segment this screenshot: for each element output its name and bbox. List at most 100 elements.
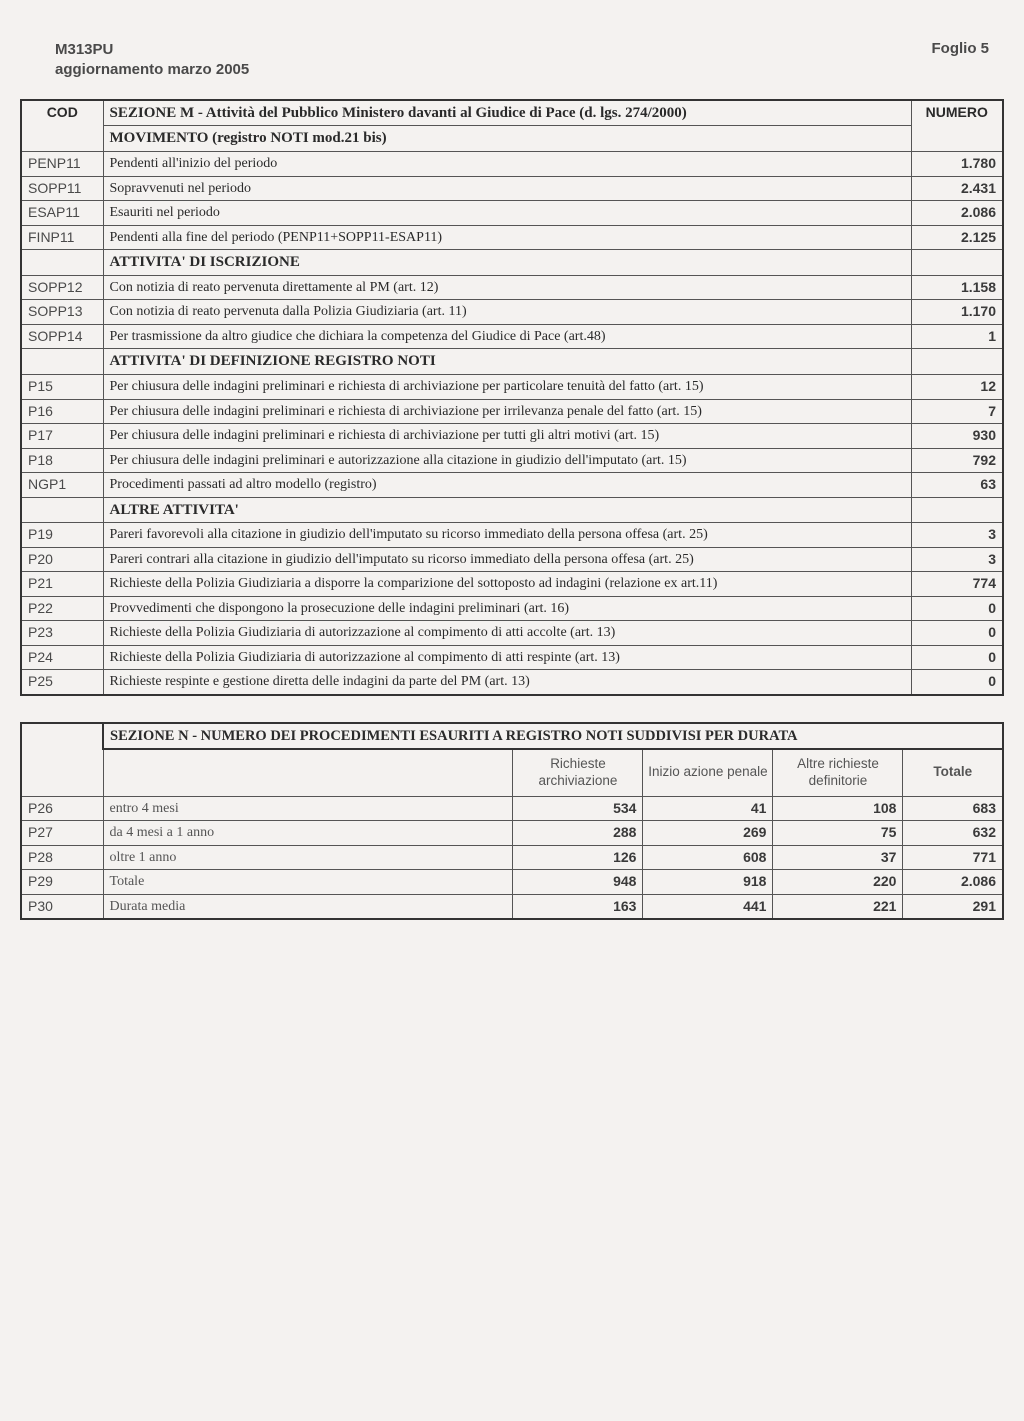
cod: SOPP11 (21, 176, 103, 201)
desc: Per chiusura delle indagini preliminari … (103, 424, 911, 449)
value: 37 (773, 845, 903, 870)
value: 12 (911, 375, 1003, 400)
col-header-altre: Altre richieste definitorie (773, 749, 903, 796)
blank-cell (911, 349, 1003, 375)
cod: ESAP11 (21, 201, 103, 226)
value: 7 (911, 399, 1003, 424)
cod: P22 (21, 596, 103, 621)
col-header-cod: COD (21, 100, 103, 126)
cod: P17 (21, 424, 103, 449)
cod: P29 (21, 870, 103, 895)
value: 41 (643, 796, 773, 821)
col-header-richieste: Richieste archiviazione (513, 749, 643, 796)
value: 2.431 (911, 176, 1003, 201)
value: 441 (643, 894, 773, 919)
cod: P16 (21, 399, 103, 424)
value: 0 (911, 670, 1003, 695)
blank-cell (21, 497, 103, 523)
value: 774 (911, 572, 1003, 597)
value: 792 (911, 448, 1003, 473)
page-header: M313PU aggiornamento marzo 2005 Foglio 5 (55, 40, 989, 81)
col-header-inizio: Inizio azione penale (643, 749, 773, 796)
table-sezione-n: SEZIONE N - NUMERO DEI PROCEDIMENTI ESAU… (20, 722, 1004, 920)
value: 221 (773, 894, 903, 919)
value: 63 (911, 473, 1003, 498)
value: 3 (911, 523, 1003, 548)
value: 269 (643, 821, 773, 846)
cod: P30 (21, 894, 103, 919)
blank-cell (21, 126, 103, 152)
value: 1.780 (911, 152, 1003, 177)
value: 2.125 (911, 225, 1003, 250)
cod: P21 (21, 572, 103, 597)
desc: Richieste della Polizia Giudiziaria di a… (103, 621, 911, 646)
row-label: oltre 1 anno (103, 845, 513, 870)
section-definizione: ATTIVITA' DI DEFINIZIONE REGISTRO NOTI (103, 349, 911, 375)
row-label: entro 4 mesi (103, 796, 513, 821)
cod: P23 (21, 621, 103, 646)
row-label: Durata media (103, 894, 513, 919)
col-header-numero: NUMERO (911, 100, 1003, 126)
cod: SOPP14 (21, 324, 103, 349)
col-header-totale: Totale (903, 749, 1003, 796)
desc: Per chiusura delle indagini preliminari … (103, 375, 911, 400)
section-movimento: MOVIMENTO (registro NOTI mod.21 bis) (103, 126, 911, 152)
desc: Sopravvenuti nel periodo (103, 176, 911, 201)
blank-cell (911, 250, 1003, 276)
row-label: da 4 mesi a 1 anno (103, 821, 513, 846)
desc: Per chiusura delle indagini preliminari … (103, 399, 911, 424)
cod: P15 (21, 375, 103, 400)
cod: PENP11 (21, 152, 103, 177)
desc: Pendenti all'inizio del periodo (103, 152, 911, 177)
header-left: M313PU aggiornamento marzo 2005 (55, 40, 249, 81)
blank-cell (911, 126, 1003, 152)
value: 75 (773, 821, 903, 846)
value: 0 (911, 596, 1003, 621)
cod: P27 (21, 821, 103, 846)
cod: P18 (21, 448, 103, 473)
value: 163 (513, 894, 643, 919)
row-label: Totale (103, 870, 513, 895)
cod: NGP1 (21, 473, 103, 498)
desc: Per chiusura delle indagini preliminari … (103, 448, 911, 473)
cod: SOPP12 (21, 275, 103, 300)
desc: Procedimenti passati ad altro modello (r… (103, 473, 911, 498)
value: 930 (911, 424, 1003, 449)
doc-code: M313PU (55, 40, 249, 60)
cod: P19 (21, 523, 103, 548)
desc: Richieste respinte e gestione diretta de… (103, 670, 911, 695)
desc: Provvedimenti che dispongono la prosecuz… (103, 596, 911, 621)
foglio-number: Foglio 5 (932, 40, 990, 57)
desc: Pendenti alla fine del periodo (PENP11+S… (103, 225, 911, 250)
value: 918 (643, 870, 773, 895)
value: 1.158 (911, 275, 1003, 300)
desc: Pareri contrari alla citazione in giudiz… (103, 547, 911, 572)
blank-cell (21, 250, 103, 276)
value: 288 (513, 821, 643, 846)
value: 1.170 (911, 300, 1003, 325)
section-altre: ALTRE ATTIVITA' (103, 497, 911, 523)
desc: Con notizia di reato pervenuta dalla Pol… (103, 300, 911, 325)
value: 632 (903, 821, 1003, 846)
section-m-title: SEZIONE M - Attività del Pubblico Minist… (103, 100, 911, 126)
blank-cell (21, 723, 103, 749)
value: 771 (903, 845, 1003, 870)
value: 0 (911, 621, 1003, 646)
blank-cell (21, 749, 103, 796)
cod: FINP11 (21, 225, 103, 250)
value: 108 (773, 796, 903, 821)
value: 2.086 (911, 201, 1003, 226)
blank-cell (21, 349, 103, 375)
table-sezione-m: COD SEZIONE M - Attività del Pubblico Mi… (20, 99, 1004, 696)
value: 126 (513, 845, 643, 870)
section-iscrizione: ATTIVITA' DI ISCRIZIONE (103, 250, 911, 276)
desc: Con notizia di reato pervenuta direttame… (103, 275, 911, 300)
doc-update: aggiornamento marzo 2005 (55, 60, 249, 80)
value: 291 (903, 894, 1003, 919)
desc: Esauriti nel periodo (103, 201, 911, 226)
value: 3 (911, 547, 1003, 572)
desc: Per trasmissione da altro giudice che di… (103, 324, 911, 349)
blank-cell (911, 497, 1003, 523)
desc: Pareri favorevoli alla citazione in giud… (103, 523, 911, 548)
value: 683 (903, 796, 1003, 821)
